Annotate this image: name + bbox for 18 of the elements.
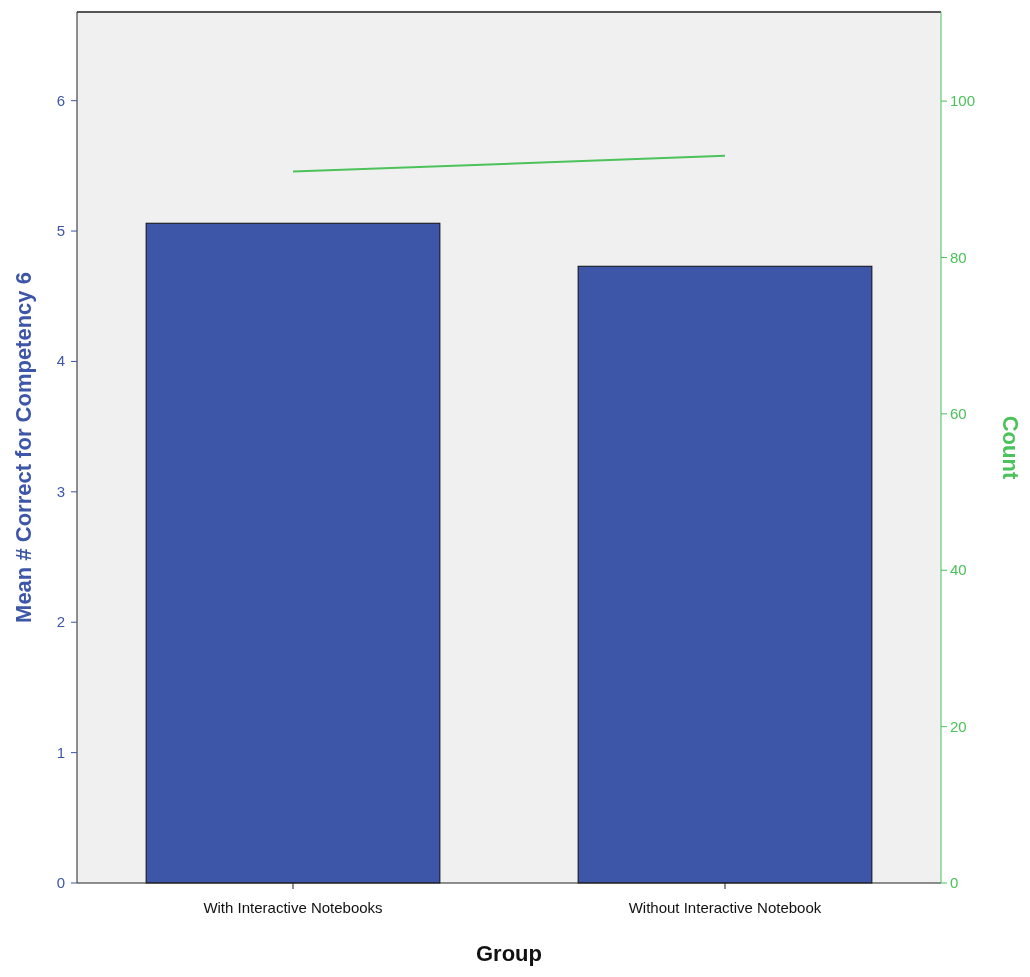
y-tick-label: 1 <box>56 743 65 761</box>
y2-tick-label: 60 <box>950 404 967 422</box>
x-tick-label: With Interactive Notebooks <box>203 899 383 916</box>
y2-tick-label: 0 <box>950 874 959 891</box>
y2-tick-label: 40 <box>950 561 967 579</box>
y-tick-label: 3 <box>56 482 65 500</box>
y2-tick-label: 80 <box>950 248 967 266</box>
x-tick-label: Without Interactive Notebook <box>628 899 822 916</box>
y-tick-label: 4 <box>56 352 65 370</box>
y-axis-title: Mean # Correct for Competency 6 <box>11 272 36 623</box>
y-tick-label: 0 <box>56 874 65 891</box>
y-tick-label: 6 <box>56 91 65 109</box>
y-tick-label: 5 <box>56 222 65 240</box>
y2-axis-title: Count <box>998 415 1023 480</box>
y2-tick-label: 20 <box>950 717 967 735</box>
x-axis-title: Group <box>476 941 542 966</box>
y-tick-label: 2 <box>56 613 65 631</box>
y2-tick-label: 100 <box>950 92 976 110</box>
